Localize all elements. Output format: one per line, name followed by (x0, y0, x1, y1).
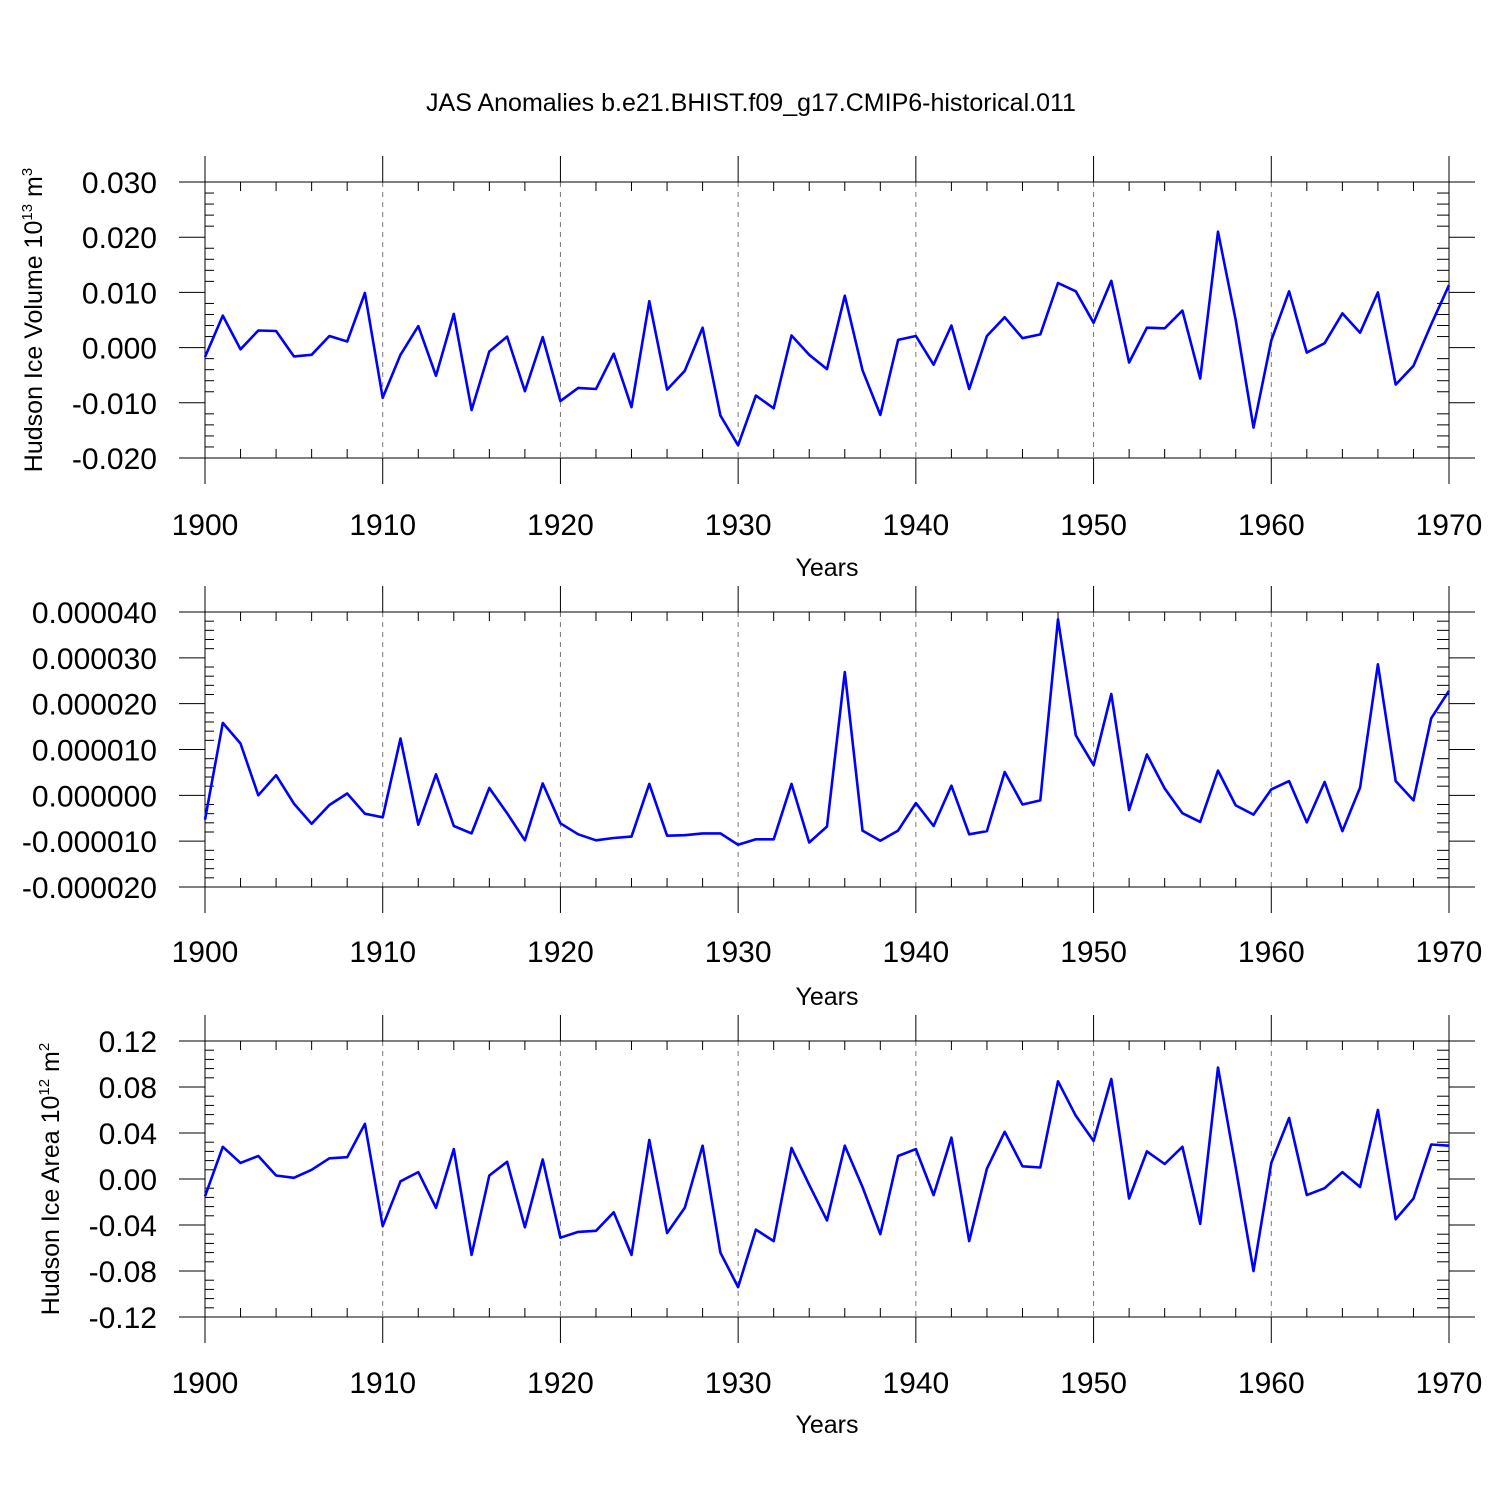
x-tick-label: 1920 (527, 936, 594, 969)
y-axis-title: Hudson Ice Area 1012 m2 (36, 1043, 65, 1315)
chart-panel-volume: 1900 1910 1920 1930 1940 1950 1960 1970 -0.020 -0… (19, 156, 1482, 582)
x-tick-label: 1910 (349, 936, 416, 969)
y-tick-label: 0.12 (99, 1026, 157, 1059)
y-tick-label: 0.08 (99, 1072, 157, 1105)
series-line-area (203, 1066, 1450, 1289)
x-tick-label: 1970 (1416, 936, 1483, 969)
x-tick-label: 1950 (1060, 1367, 1127, 1400)
x-tick-label: 1910 (349, 509, 416, 542)
x-tick-label: 1940 (882, 936, 949, 969)
y-tick-label: 0.030 (82, 167, 157, 200)
x-tick-label: 1940 (882, 509, 949, 542)
x-axis-title: Years (795, 1411, 858, 1439)
x-axis-title: Years (795, 554, 858, 582)
x-tick-label: 1900 (172, 1367, 239, 1400)
y-tick-label: 0.000030 (32, 643, 157, 676)
x-tick-label: 1930 (705, 509, 772, 542)
y-tick-label: 0.000 (82, 333, 157, 366)
x-tick-label: 1900 (172, 509, 239, 542)
y-tick-label: -0.020 (72, 443, 157, 476)
y-tick-label: 0.020 (82, 222, 157, 255)
x-tick-label: 1960 (1238, 509, 1305, 542)
x-tick-label: 1900 (172, 936, 239, 969)
y-tick-label: -0.010 (72, 388, 157, 421)
y-tick-label: -0.000020 (22, 872, 157, 905)
x-tick-label: 1950 (1060, 509, 1127, 542)
y-tick-label: -0.08 (89, 1256, 157, 1289)
x-tick-label: 1940 (882, 1367, 949, 1400)
series-line-middle (203, 617, 1451, 847)
x-tick-label: 1920 (527, 1367, 594, 1400)
x-tick-label: 1970 (1416, 509, 1483, 542)
chart-panel-middle: 1900 1910 1920 1930 1940 1950 1960 1970 -0.00002… (22, 586, 1483, 1011)
chart-title: JAS Anomalies b.e21.BHIST.f09_g17.CMIP6-… (426, 89, 1076, 117)
y-tick-label: -0.12 (89, 1302, 157, 1335)
chart-panel-area: 1900 1910 1920 1930 1940 1950 1960 1970 -0.12 -0.… (36, 1015, 1482, 1439)
y-tick-label: 0.000010 (32, 735, 157, 768)
series-line-volume (203, 230, 1451, 447)
x-tick-label: 1970 (1416, 1367, 1483, 1400)
x-tick-label: 1930 (705, 936, 772, 969)
y-tick-label: 0.010 (82, 277, 157, 310)
y-tick-label: -0.000010 (22, 826, 157, 859)
x-tick-label: 1960 (1238, 1367, 1305, 1400)
x-tick-label: 1960 (1238, 936, 1305, 969)
y-tick-label: -0.04 (89, 1210, 157, 1243)
y-tick-label: 0.000040 (32, 597, 157, 630)
y-tick-label: 0.00 (99, 1164, 157, 1197)
y-tick-label: 0.04 (99, 1118, 157, 1151)
x-tick-label: 1930 (705, 1367, 772, 1400)
x-tick-label: 1920 (527, 509, 594, 542)
x-axis-title: Years (795, 983, 858, 1011)
x-tick-label: 1910 (349, 1367, 416, 1400)
x-tick-label: 1950 (1060, 936, 1127, 969)
y-axis-title: Hudson Ice Volume 1013 m3 (19, 168, 48, 472)
y-tick-label: 0.000020 (32, 689, 157, 722)
y-tick-label: 0.000000 (32, 780, 157, 813)
